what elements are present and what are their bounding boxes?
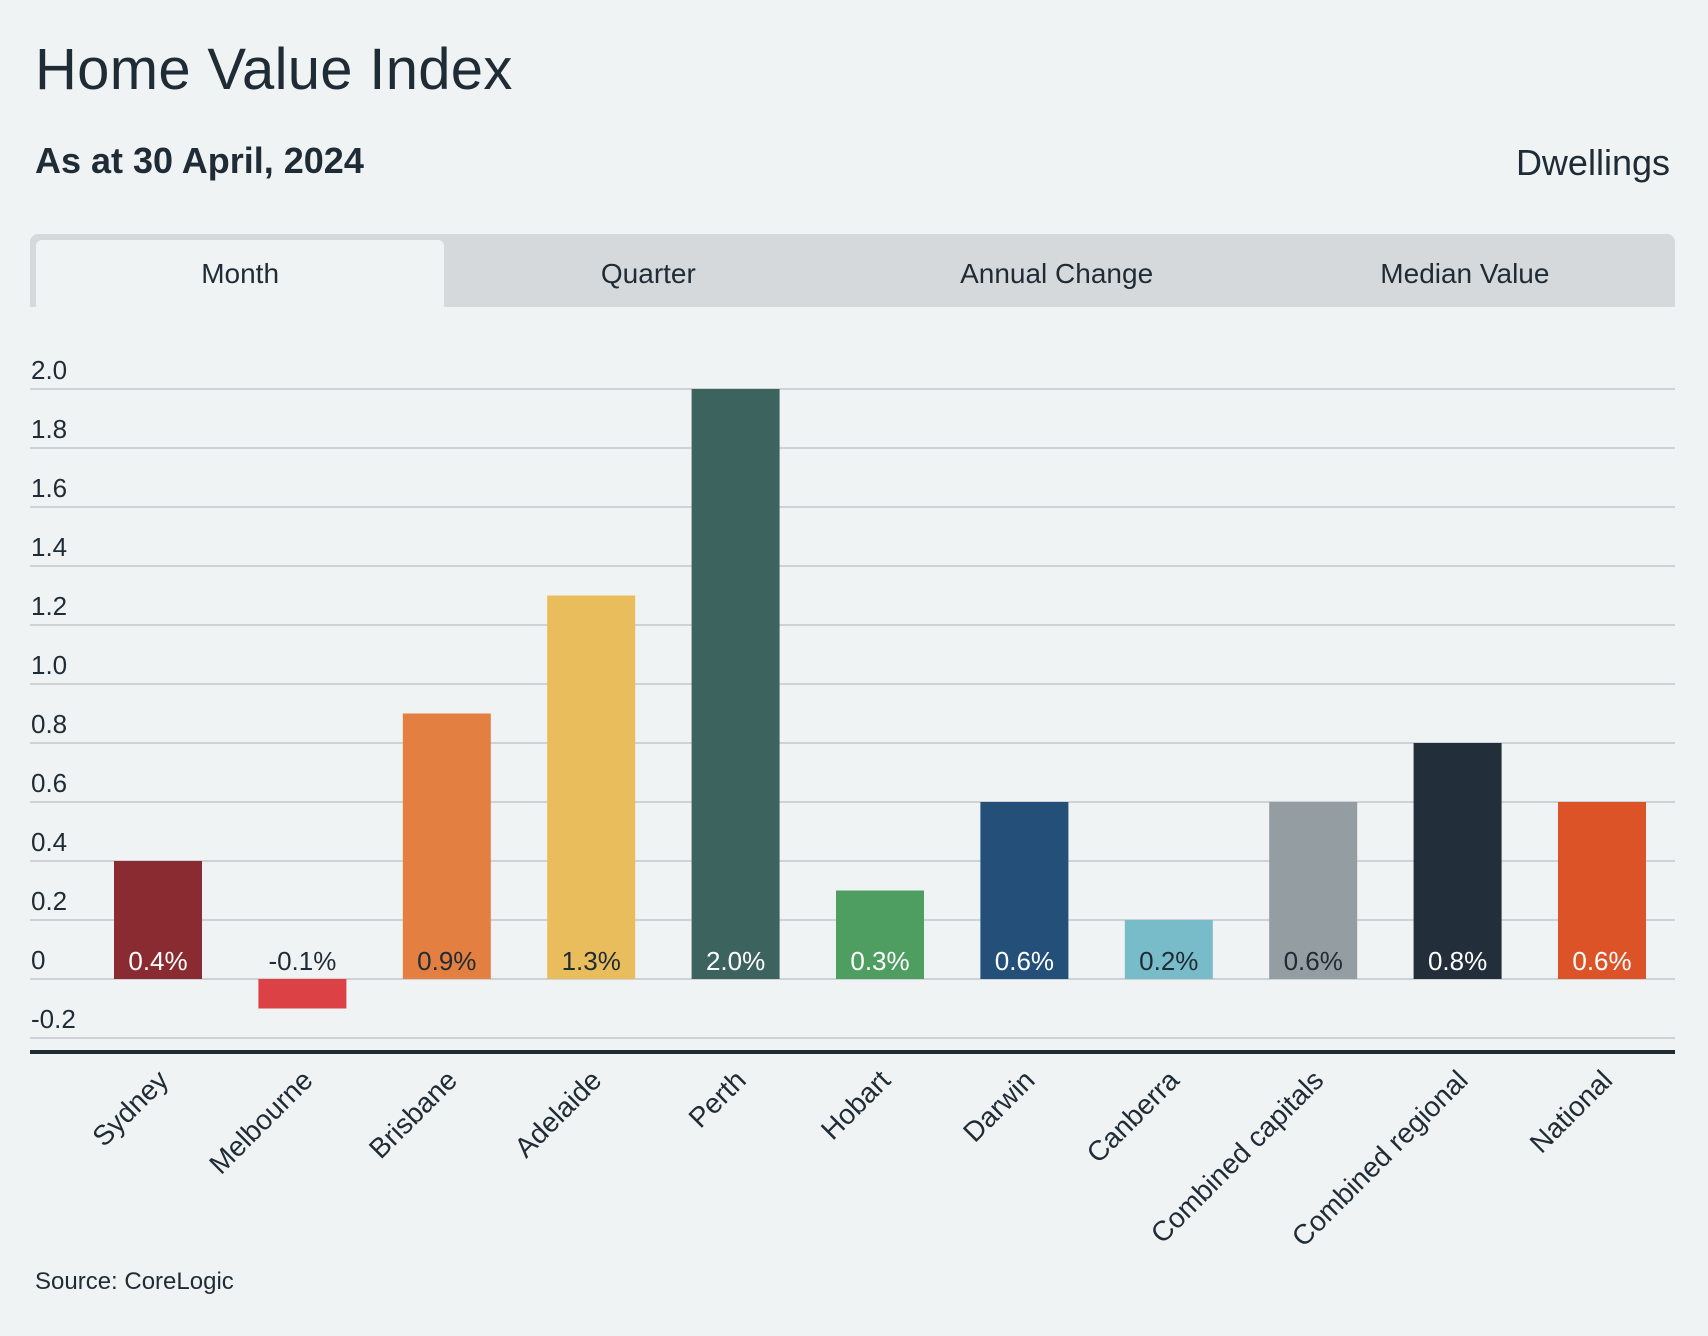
bar[interactable] [691,389,780,979]
segment-label: Dwellings [1515,142,1670,183]
y-tick-label: 1.8 [31,414,67,444]
y-tick-label: 0.6 [31,768,67,798]
bar-value-label: 0.9% [417,946,476,976]
y-tick-label: 0.4 [31,827,67,857]
tab-annual-change[interactable]: Annual Change [960,257,1154,289]
x-tick-label: Darwin [957,1064,1041,1148]
bar[interactable] [836,890,924,980]
x-tick-label: Melbourne [203,1064,318,1179]
bar[interactable] [114,861,202,979]
bar-value-label: 1.3% [562,946,621,976]
y-tick-label: 0.2 [31,886,67,916]
bar[interactable] [1269,802,1358,979]
bar-value-label: 0.3% [850,946,909,976]
x-tick-label: Brisbane [363,1064,463,1164]
bar-value-label: 0.6% [995,946,1054,976]
x-axis-labels: Sydney Melbourne Brisbane Adelaide Perth Hoba… [86,1064,1618,1252]
bar[interactable] [1558,802,1646,979]
tab-quarter[interactable]: Quarter [600,257,696,289]
bar[interactable] [402,713,491,980]
y-tick-label: 0.8 [31,709,67,739]
tab-month[interactable]: Month [36,240,445,307]
bar-value-label: 0.2% [1139,946,1198,976]
bar-value-label: -0.1% [268,946,336,976]
bar[interactable] [980,802,1069,979]
y-tick-label: 1.0 [31,650,67,680]
bar-value-label: 0.6% [1284,946,1343,976]
period-tabs: Month Quarter Annual Change Median Value [30,234,1675,307]
bar-value-label: 0.4% [128,946,187,976]
page-title: Home Value Index [35,37,513,102]
x-tick-label: Adelaide [508,1064,607,1163]
source-note: Source: CoreLogic [35,1268,234,1295]
bars: 0.4% -0.1% 0.9% 1.3% 2.0% 0.3% 0.6% 0.2% 0.6% 0.8… [114,389,1646,1009]
bar-value-label: 2.0% [706,946,765,976]
x-tick-label: Hobart [815,1064,897,1146]
bar[interactable] [1413,743,1502,979]
x-tick-label: Perth [683,1064,752,1133]
y-tick-label: 1.2 [31,591,67,621]
bar-chart: -0.2 0 0.2 0.4 0.6 0.8 1.0 1.2 1.4 1.6 1.8 2.0 0.4%… [30,355,1675,1252]
tab-median-value[interactable]: Median Value [1380,257,1550,289]
x-tick-label: Sydney [86,1064,174,1152]
x-tick-label: Canberra [1081,1064,1186,1169]
bar-value-label: 0.6% [1572,946,1631,976]
y-tick-label: 2.0 [31,355,67,385]
y-tick-label: 1.4 [31,532,67,562]
bar[interactable] [1124,920,1213,979]
bar[interactable] [258,979,347,1009]
y-tick-label: 1.6 [31,473,67,503]
x-tick-label: National [1524,1064,1619,1159]
as-at-date: As at 30 April, 2024 [35,140,364,181]
bar[interactable] [547,595,636,980]
y-tick-label: -0.2 [31,1004,76,1034]
y-tick-label: 0 [31,945,45,975]
bar-value-label: 0.8% [1428,946,1487,976]
